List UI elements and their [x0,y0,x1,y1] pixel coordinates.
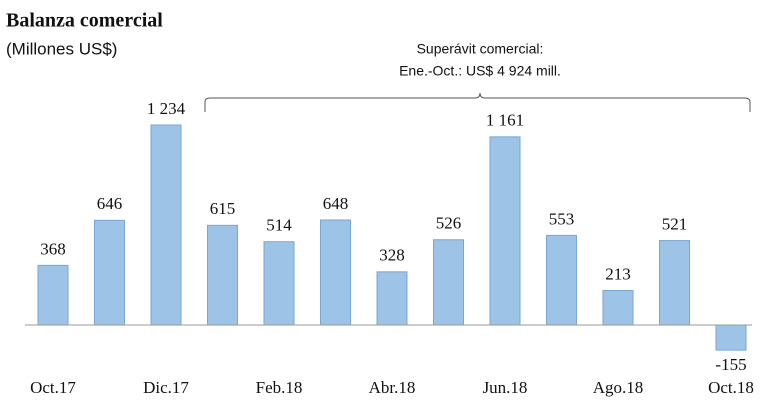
chart-title: Balanza comercial [6,10,163,32]
x-tick-label: Jun.18 [483,378,528,397]
bar [659,240,690,326]
chart-subtitle: (Millones US$) [6,39,117,58]
data-label: 213 [605,264,631,283]
x-tick-label: Oct.17 [30,378,76,397]
x-tick-label: Abr.18 [369,378,416,397]
data-label: 615 [210,199,236,218]
data-label: -155 [715,355,746,374]
bracket [204,92,751,112]
x-tick-label: Feb.18 [256,378,303,397]
bar [489,136,521,326]
x-tick-label: Ago.18 [593,378,644,397]
bar [94,219,125,326]
bar [433,239,464,326]
x-tick-label: Oct.18 [708,378,754,397]
data-label: 1 161 [486,111,524,130]
data-label: 368 [40,239,66,258]
data-label: 648 [323,194,349,213]
bar [602,289,634,326]
bar [150,124,182,326]
data-label: 328 [379,246,405,265]
annotation: Ene.-Oct.: US$ 4 924 mill. [399,63,561,79]
bar [376,271,408,326]
bar [263,241,295,326]
x-tick-label: Dic.17 [143,378,189,397]
data-label: 553 [549,209,575,228]
annotation: Superávit comercial: [417,41,544,57]
bar [207,224,238,326]
data-label: 526 [436,214,462,233]
bar [546,234,577,326]
data-label: 1 234 [147,99,186,118]
data-label: 646 [97,194,123,213]
bar [715,324,747,351]
data-label: 514 [266,216,292,235]
data-label: 521 [662,214,688,233]
bar [320,219,351,326]
bar [37,264,69,326]
